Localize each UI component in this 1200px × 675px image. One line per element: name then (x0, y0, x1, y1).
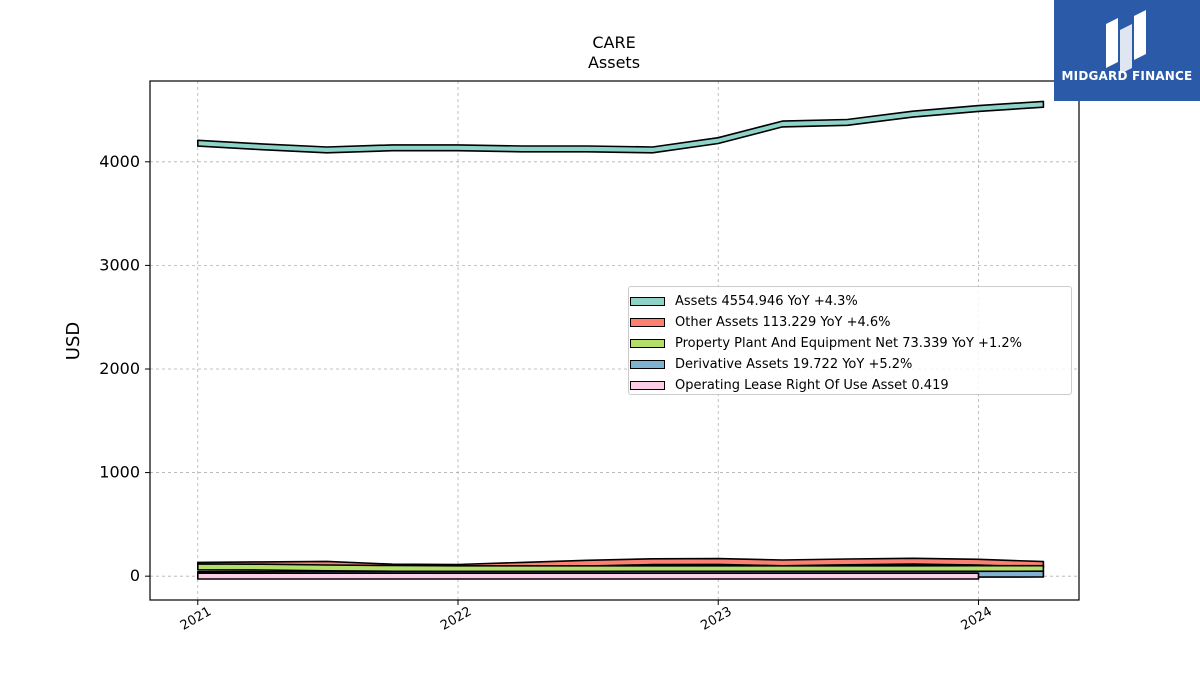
y-tick-label: 1000 (99, 463, 140, 482)
x-tick-label: 2023 (698, 604, 734, 634)
x-tick-label: 2021 (178, 604, 214, 634)
legend-label: Assets 4554.946 YoY +4.3% (675, 294, 858, 309)
legend-swatch (630, 360, 665, 369)
y-tick-label: 0 (130, 566, 140, 585)
x-tick-label: 2022 (438, 604, 474, 634)
legend-label: Operating Lease Right Of Use Asset 0.419 (675, 378, 949, 393)
chart-title: CARE (592, 33, 636, 52)
legend-item: Other Assets 113.229 YoY +4.6% (629, 312, 1071, 333)
y-tick-label: 2000 (99, 359, 140, 378)
brand-emblem-icon (1106, 10, 1146, 74)
y-tick-label: 4000 (99, 152, 140, 171)
series-area-4 (197, 572, 980, 580)
legend-label: Other Assets 113.229 YoY +4.6% (675, 315, 891, 330)
brand-name: MIDGARD FINANCE (1061, 69, 1193, 83)
legend-label: Property Plant And Equipment Net 73.339 … (675, 336, 1022, 351)
y-axis-ticks: 0 1000 2000 3000 4000 (99, 152, 150, 585)
series-area-2 (197, 563, 1045, 573)
legend-swatch (630, 339, 665, 348)
series-areas (197, 100, 1045, 580)
legend-swatch (630, 297, 665, 306)
legend-item: Operating Lease Right Of Use Asset 0.419 (629, 375, 1071, 396)
legend-label: Derivative Assets 19.722 YoY +5.2% (675, 357, 913, 372)
legend-item: Assets 4554.946 YoY +4.3% (629, 291, 1071, 312)
legend-swatch (630, 381, 665, 390)
legend-item: Property Plant And Equipment Net 73.339 … (629, 333, 1071, 354)
chart-subtitle: Assets (587, 53, 641, 72)
brand-logo: MIDGARD FINANCE (1054, 0, 1200, 101)
legend-item: Derivative Assets 19.722 YoY +5.2% (629, 354, 1071, 375)
x-tick-label: 2024 (959, 604, 995, 634)
y-tick-label: 3000 (99, 255, 140, 274)
series-area-0 (197, 100, 1045, 154)
legend-swatch (630, 318, 665, 327)
legend: Assets 4554.946 YoY +4.3% Other Assets 11… (628, 286, 1072, 395)
plot-frame (149, 80, 1080, 601)
x-axis-ticks: 2021 2022 2023 2024 (178, 600, 995, 634)
y-axis-label: USD (63, 322, 84, 360)
